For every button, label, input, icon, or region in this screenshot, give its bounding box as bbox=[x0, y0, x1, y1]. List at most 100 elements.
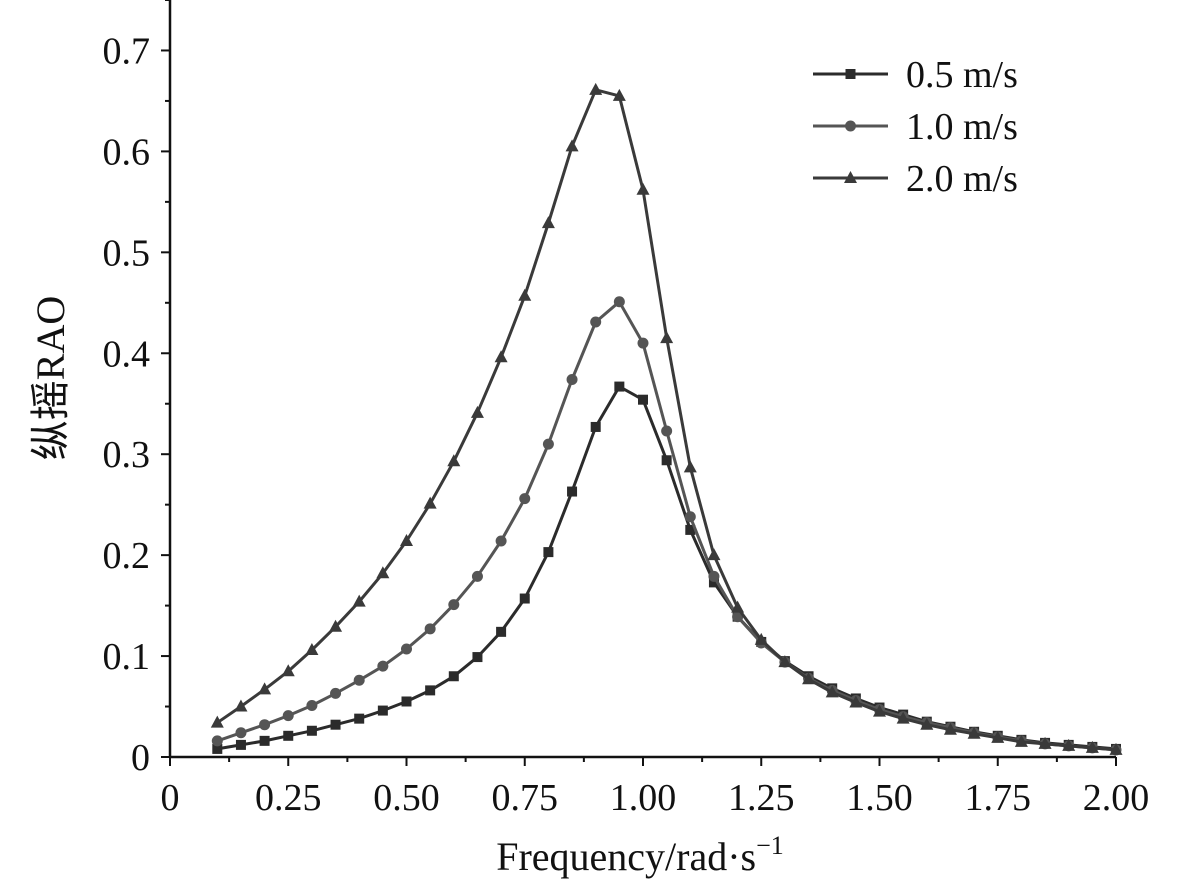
series-line bbox=[217, 385, 1117, 751]
data-point bbox=[590, 421, 601, 432]
data-point bbox=[376, 566, 390, 579]
data-point bbox=[352, 594, 366, 607]
data-point bbox=[495, 535, 507, 547]
data-point bbox=[1014, 734, 1028, 747]
legend-label: 2.0 m/s bbox=[906, 158, 1018, 200]
data-point bbox=[401, 643, 412, 655]
y-tick-label: 0.3 bbox=[103, 434, 151, 476]
data-point bbox=[967, 726, 981, 739]
data-point bbox=[754, 632, 768, 645]
legend-swatch-marker bbox=[844, 171, 857, 183]
data-point bbox=[1038, 736, 1052, 749]
data-point bbox=[1109, 742, 1123, 755]
legend-swatch-marker bbox=[845, 69, 856, 79]
x-tick-label: 0.50 bbox=[373, 777, 440, 819]
y-tick-labels: 0 0.1 0.2 0.3 0.4 0.5 0.6 0.7 bbox=[103, 30, 151, 779]
data-point bbox=[377, 660, 389, 672]
data-point bbox=[732, 611, 744, 623]
data-point bbox=[943, 722, 957, 735]
data-point bbox=[212, 743, 223, 754]
data-point bbox=[401, 696, 412, 707]
data-point bbox=[235, 727, 247, 739]
data-point bbox=[614, 381, 625, 392]
data-point bbox=[543, 547, 554, 558]
data-point bbox=[448, 671, 459, 682]
data-point bbox=[991, 730, 1005, 743]
data-point bbox=[424, 623, 436, 635]
data-point bbox=[565, 139, 579, 152]
data-point bbox=[778, 655, 792, 668]
data-point bbox=[637, 337, 649, 349]
data-point bbox=[1085, 740, 1099, 753]
y-tick-label: 0.1 bbox=[103, 636, 151, 678]
data-point bbox=[329, 619, 343, 632]
data-point bbox=[235, 739, 246, 750]
data-point bbox=[305, 643, 319, 656]
data-point bbox=[471, 570, 483, 582]
data-point bbox=[447, 454, 461, 467]
series-layer bbox=[210, 82, 1123, 756]
x-tick-labels: 0 0.25 0.50 0.75 1.00 1.25 1.50 1.75 2.00 bbox=[161, 777, 1150, 819]
y-tick-label: 0.5 bbox=[103, 232, 151, 274]
x-axis-label: Frequency/rad·s−1 bbox=[496, 831, 784, 879]
x-tick-label: 2.00 bbox=[1083, 777, 1150, 819]
data-point bbox=[708, 577, 719, 588]
data-point bbox=[258, 682, 272, 695]
data-point bbox=[519, 593, 530, 604]
legend-label: 1.0 m/s bbox=[906, 106, 1018, 148]
x-tick-label: 1.75 bbox=[965, 777, 1032, 819]
data-point bbox=[472, 652, 483, 663]
data-point bbox=[896, 711, 910, 724]
y-tick-label: 0.7 bbox=[103, 30, 151, 72]
x-tick-label: 0.25 bbox=[255, 777, 322, 819]
data-point bbox=[566, 374, 578, 386]
y-tick-label: 0.4 bbox=[103, 333, 151, 375]
data-point bbox=[685, 524, 696, 535]
data-point bbox=[613, 296, 625, 308]
data-point bbox=[330, 687, 342, 699]
data-point bbox=[567, 486, 578, 497]
data-point bbox=[684, 511, 696, 523]
x-tick-label: 1.50 bbox=[846, 777, 913, 819]
legend: 0.5 m/s 1.0 m/s 2.0 m/s bbox=[813, 54, 1018, 200]
data-point bbox=[306, 700, 318, 712]
data-point bbox=[281, 664, 295, 677]
data-point bbox=[259, 735, 270, 746]
y-tick-label: 0 bbox=[131, 737, 150, 779]
data-point bbox=[683, 460, 697, 473]
legend-entry: 0.5 m/s bbox=[813, 54, 1018, 96]
data-point bbox=[708, 570, 720, 582]
series-square bbox=[212, 381, 1121, 754]
data-point bbox=[518, 288, 532, 301]
data-point bbox=[589, 82, 603, 95]
data-point bbox=[519, 493, 531, 505]
x-tick-label: 0 bbox=[161, 777, 180, 819]
data-point bbox=[661, 425, 673, 437]
x-axis-label-superscript: −1 bbox=[756, 831, 784, 860]
data-point bbox=[330, 719, 341, 730]
data-point bbox=[590, 316, 602, 328]
x-axis-label-text: Frequency/rad·s bbox=[496, 834, 756, 879]
data-point bbox=[707, 548, 721, 561]
data-point bbox=[920, 717, 934, 730]
data-point bbox=[211, 735, 223, 747]
data-point bbox=[306, 725, 317, 736]
data-point bbox=[849, 695, 863, 708]
series-circle bbox=[211, 296, 1122, 756]
y-tick-label: 0.2 bbox=[103, 535, 151, 577]
data-point bbox=[423, 496, 437, 509]
data-point bbox=[661, 455, 672, 466]
y-tick-label: 0.6 bbox=[103, 131, 151, 173]
data-point bbox=[541, 216, 555, 229]
legend-label: 0.5 m/s bbox=[906, 54, 1018, 96]
x-tick-label: 0.75 bbox=[492, 777, 559, 819]
data-point bbox=[494, 350, 508, 363]
data-point bbox=[283, 730, 294, 741]
data-point bbox=[210, 715, 224, 728]
series-line bbox=[216, 300, 1117, 752]
data-point bbox=[802, 672, 816, 685]
x-tick-label: 1.25 bbox=[728, 777, 795, 819]
data-point bbox=[448, 599, 460, 611]
legend-entry: 1.0 m/s bbox=[813, 106, 1018, 148]
data-point bbox=[234, 699, 248, 712]
